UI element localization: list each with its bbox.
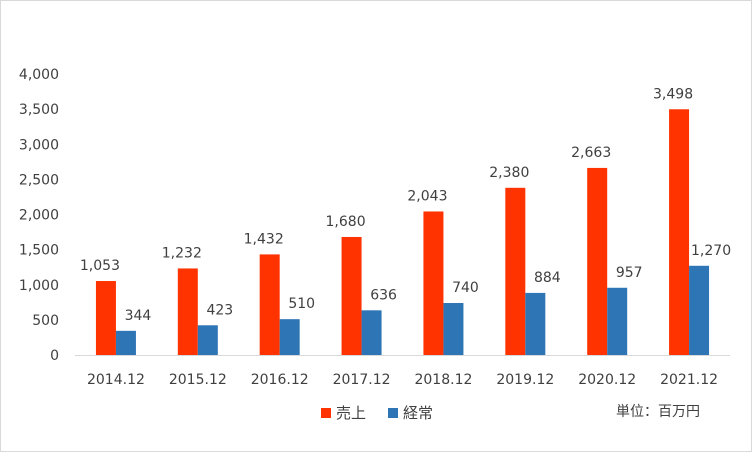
bar-sales: [505, 187, 526, 355]
legend-label: 売上: [336, 404, 366, 422]
data-label: 1,270: [691, 243, 731, 259]
y-axis: 0 500 1,000 1,500 2,000 2,500 3,000 3,500 4,000: [19, 67, 59, 364]
data-label: 1,680: [326, 214, 366, 230]
bar-sales: [669, 109, 690, 355]
x-tick-label: 2015.12: [169, 372, 227, 388]
bar-sales: [587, 167, 608, 355]
data-label: 1,432: [244, 231, 284, 247]
y-tick-label: 2,500: [19, 172, 59, 188]
bar-sales: [95, 281, 116, 355]
y-tick-label: 3,500: [19, 102, 59, 118]
bar-ordinary-profit: [115, 330, 136, 355]
bar-ordinary-profit: [443, 303, 464, 355]
data-label: 1,053: [80, 258, 120, 274]
data-label: 2,043: [407, 188, 447, 204]
y-tick-label: 1,500: [19, 243, 59, 259]
bar-sales: [259, 254, 280, 355]
data-label: 636: [370, 287, 397, 303]
y-tick-label: 4,000: [19, 67, 59, 83]
bar-sales: [177, 268, 198, 355]
x-tick-label: 2016.12: [251, 372, 309, 388]
data-label: 510: [288, 296, 315, 312]
data-label: 3,498: [653, 86, 693, 102]
data-label: 2,663: [571, 145, 611, 161]
bar-ordinary-profit: [197, 325, 218, 355]
bar-ordinary-profit: [525, 292, 546, 355]
y-tick-label: 0: [50, 348, 59, 364]
bar-ordinary-profit: [361, 310, 382, 355]
data-label: 740: [452, 280, 479, 296]
data-label: 344: [125, 308, 152, 324]
bar-ordinary-profit: [689, 265, 710, 355]
x-tick-label: 2019.12: [496, 372, 554, 388]
y-tick-label: 1,000: [19, 278, 59, 294]
bar-ordinary-profit: [607, 287, 628, 355]
data-label: 1,232: [162, 245, 202, 261]
bar-sales: [341, 236, 362, 355]
x-tick-label: 2020.12: [578, 372, 636, 388]
x-tick-label: 2018.12: [414, 372, 472, 388]
legend-label: 経常: [403, 404, 433, 422]
y-tick-label: 2,000: [19, 208, 59, 224]
legend-swatch: [321, 408, 331, 418]
unit-note: 単位：百万円: [616, 404, 700, 420]
legend-swatch: [388, 408, 398, 418]
bar-ordinary-profit: [279, 319, 300, 355]
x-tick-label: 2017.12: [333, 372, 391, 388]
bar-sales: [423, 211, 444, 355]
plot-area: 1,053 1,232 1,432 1,680 2,043 2,380 2,663 3,498…: [80, 86, 731, 355]
data-label: 423: [206, 302, 233, 318]
y-tick-label: 500: [32, 313, 59, 329]
data-label: 2,380: [489, 165, 529, 181]
y-tick-label: 3,000: [19, 137, 59, 153]
x-axis: 2014.12 2015.12 2016.12 2017.12 2018.12 2019.…: [75, 355, 730, 388]
x-tick-label: 2014.12: [87, 372, 145, 388]
x-tick-label: 2021.12: [660, 372, 718, 388]
data-label: 884: [534, 270, 561, 286]
data-label: 957: [616, 265, 643, 281]
legend: 売上 経常: [321, 404, 433, 422]
